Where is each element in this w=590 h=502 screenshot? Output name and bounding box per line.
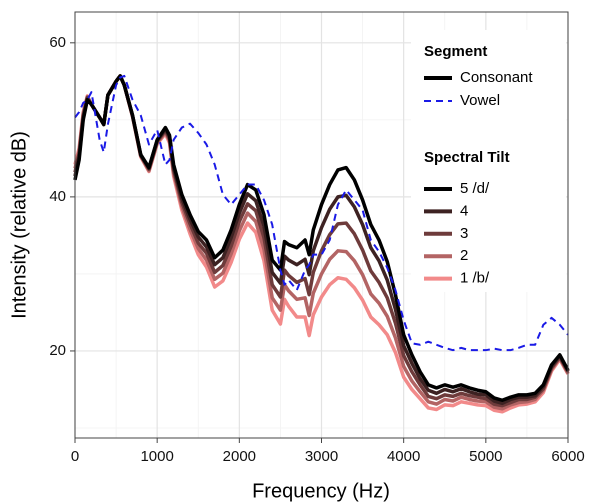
legend-label: 5 /d/ [460,180,490,197]
legend-label: 4 [460,202,468,219]
y-tick-label: 40 [49,188,66,205]
legend-label: 2 [460,247,468,264]
y-axis-title: Intensity (relative dB) [8,131,30,319]
tilt-line [73,74,570,402]
legend-label: 1 /b/ [460,270,490,287]
legend: Segment Spectral Tilt Consonant Vowel 5 /d… [411,30,566,292]
legend-label: 3 [460,225,468,242]
x-tick-label: 6000 [551,448,584,465]
x-tick-label: 2000 [223,448,256,465]
x-tick-label: 3000 [305,448,338,465]
legend-label: Vowel [460,92,500,109]
vowel-line [74,74,569,352]
y-tick-label: 20 [49,342,66,359]
x-tick-label: 0 [71,448,79,465]
axes: 0 1000 2000 3000 4000 5000 6000 20 40 60 [49,34,584,465]
x-tick-label: 5000 [469,448,502,465]
legend-background [411,30,566,292]
x-tick-label: 4000 [387,448,420,465]
legend-title: Spectral Tilt [424,149,510,166]
x-tick-label: 1000 [140,448,173,465]
legend-title: Segment [424,43,487,60]
y-tick-label: 60 [49,34,66,51]
x-axis-title: Frequency (Hz) [252,480,390,502]
plot-lines [73,74,570,414]
legend-label: Consonant [460,69,533,86]
